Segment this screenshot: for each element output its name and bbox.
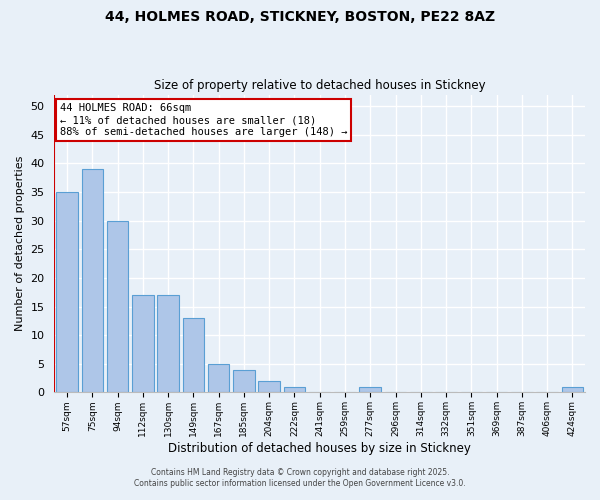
Bar — [562, 386, 583, 392]
Text: 44 HOLMES ROAD: 66sqm
← 11% of detached houses are smaller (18)
88% of semi-deta: 44 HOLMES ROAD: 66sqm ← 11% of detached … — [60, 104, 347, 136]
Bar — [157, 295, 179, 392]
Bar — [56, 192, 78, 392]
Text: Contains HM Land Registry data © Crown copyright and database right 2025.
Contai: Contains HM Land Registry data © Crown c… — [134, 468, 466, 487]
Bar — [284, 386, 305, 392]
Bar — [182, 318, 204, 392]
Bar — [107, 220, 128, 392]
Y-axis label: Number of detached properties: Number of detached properties — [15, 156, 25, 331]
Bar — [359, 386, 381, 392]
Bar — [259, 381, 280, 392]
Bar — [82, 169, 103, 392]
Title: Size of property relative to detached houses in Stickney: Size of property relative to detached ho… — [154, 79, 485, 92]
Bar — [132, 295, 154, 392]
Bar — [208, 364, 229, 392]
X-axis label: Distribution of detached houses by size in Stickney: Distribution of detached houses by size … — [168, 442, 471, 455]
Text: 44, HOLMES ROAD, STICKNEY, BOSTON, PE22 8AZ: 44, HOLMES ROAD, STICKNEY, BOSTON, PE22 … — [105, 10, 495, 24]
Bar — [233, 370, 254, 392]
